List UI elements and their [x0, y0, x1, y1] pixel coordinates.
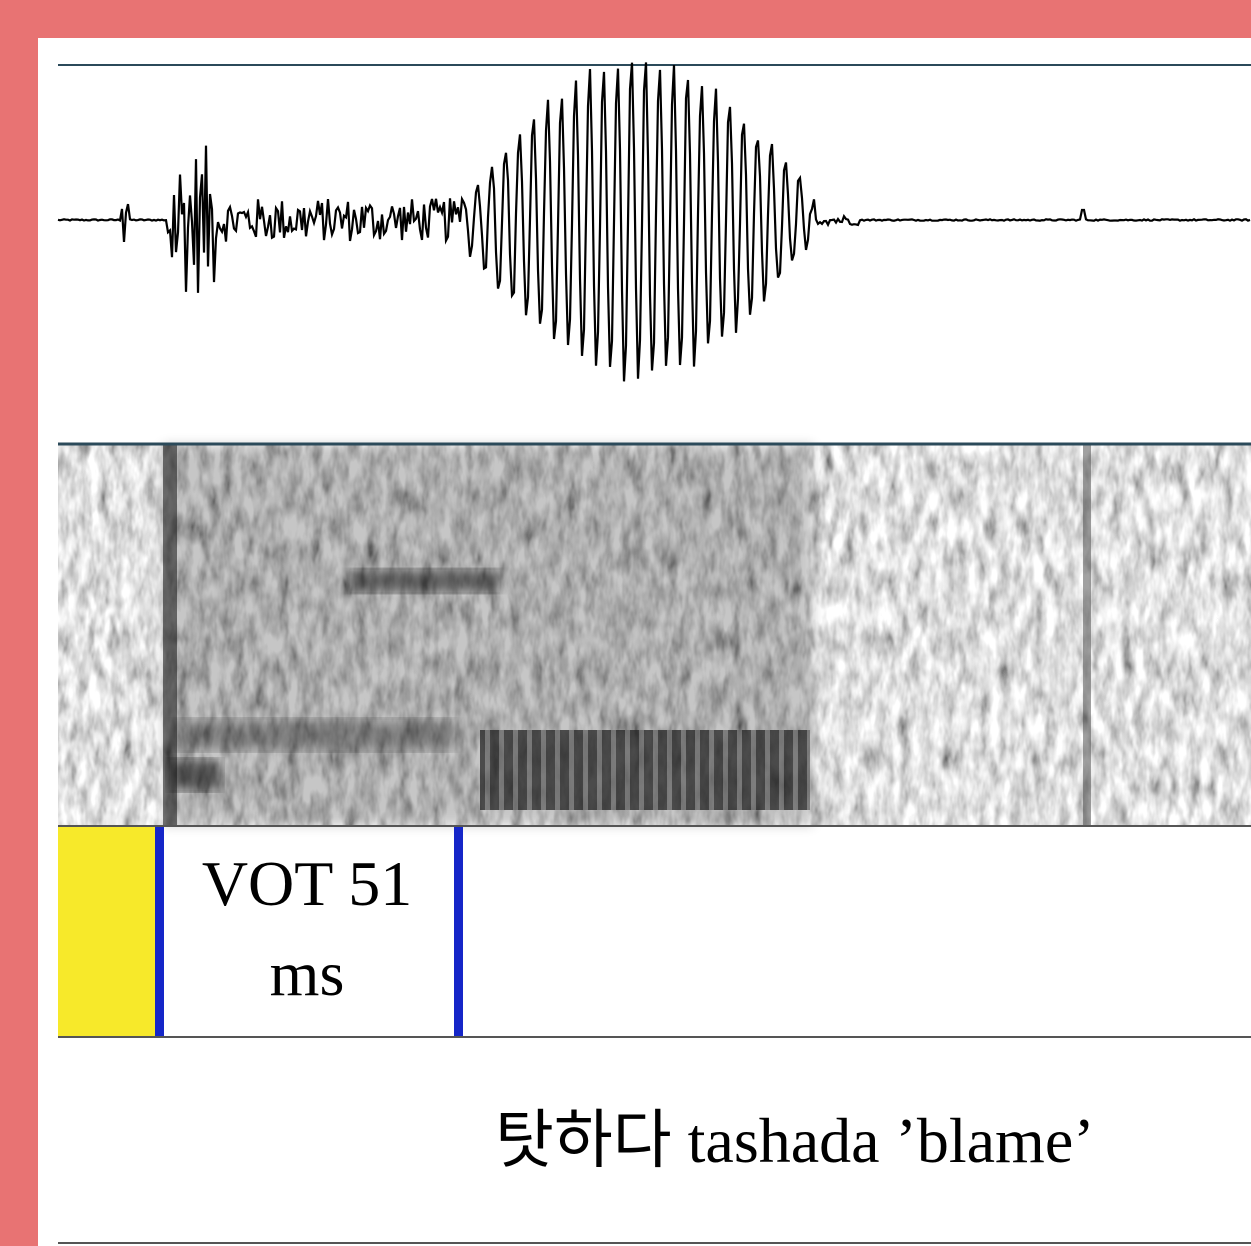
- boundary: [454, 827, 463, 1036]
- boundary: [155, 827, 164, 1036]
- page: VOT 51 ms 탓하다 tashada ’blame’ (() => { c…: [0, 0, 1251, 1246]
- vot-unit: ms: [270, 938, 345, 1009]
- highlight: [58, 827, 157, 1036]
- spectrogram: [58, 444, 1251, 825]
- figure: VOT 51 ms 탓하다 tashada ’blame’: [0, 0, 1251, 1246]
- caption: 탓하다 tashada ’blame’: [495, 1105, 1095, 1176]
- vot-label: VOT 51: [202, 848, 412, 919]
